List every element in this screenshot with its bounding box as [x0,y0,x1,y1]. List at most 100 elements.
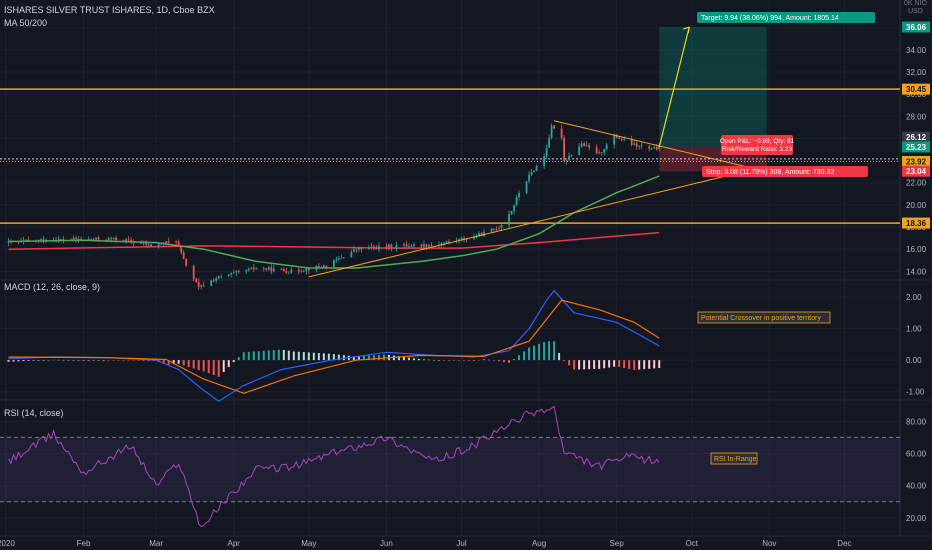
y-tick-label: 20.00 [906,514,927,523]
candle-body [393,247,395,249]
candle-body [125,239,128,242]
candle-body [568,155,571,160]
price-tag-box [902,165,930,177]
candle-body [378,245,380,250]
candle-body [285,271,288,273]
candle-body [252,267,255,270]
candle-body [360,247,363,250]
x-tick-label: Sep [610,539,625,548]
candle-body [600,152,603,154]
candle-body [97,237,100,240]
ma-indicator-label[interactable]: MA 50/200 [4,18,48,28]
candle-body [350,251,353,258]
candle-body [160,242,163,245]
macd-histogram-bar [633,360,636,370]
macd-histogram-bar [132,360,135,361]
macd-histogram-bar [618,360,621,367]
currency-label: 0K NIO USD [904,0,927,15]
x-tick-label: Jun [380,539,393,548]
candle-body [95,237,97,240]
macd-histogram-bar [483,358,486,361]
candle-body [620,139,623,140]
pnl-box [721,134,793,155]
macd-histogram-bar [488,359,491,361]
candle-body [37,239,40,241]
macd-histogram-bar [62,359,65,361]
candle-body [367,247,370,250]
candle-body [250,267,253,269]
macd-histogram-bar [548,341,551,361]
candle-body [500,224,503,229]
candle-body [112,237,115,240]
symbol-title[interactable]: ISHARES SILVER TRUST ISHARES, 1D, Cboe B… [4,5,215,15]
candle-body [62,239,65,241]
candle-body [428,245,430,247]
macd-histogram-bar [583,360,586,370]
candle-body [480,233,483,236]
candle-body [493,228,495,230]
macd-histogram-bar [177,360,180,364]
candle-body [658,145,661,150]
macd-histogram-bar [187,360,190,367]
candle-body [45,241,47,243]
macd-histogram-bar [272,350,275,361]
macd-histogram-bar [92,360,95,361]
rsi-label[interactable]: RSI (14, close) [4,408,64,418]
ma50-line [8,175,660,269]
candle-body [535,165,538,171]
candle-body [197,282,200,287]
candle-body [200,285,203,287]
y-tick-label: -1.00 [906,388,925,397]
candle-body [77,239,80,240]
macd-histogram-bar [57,359,60,361]
x-tick-label: Oct [686,539,699,548]
macd-histogram-bar [402,356,405,361]
candle-body [180,246,183,253]
candle-body [150,244,153,247]
macd-histogram-bar [503,360,506,363]
macd-histogram-bar [397,356,400,361]
macd-annotation: Potential Crossover in positive territor… [701,315,821,322]
candle-body [357,247,360,250]
candle-body [475,236,478,238]
candle-body [130,240,133,242]
candle-body [630,139,633,145]
candle-body [157,244,160,247]
x-tick-label: May [301,539,316,548]
rsi-pane[interactable]: RSI In-Range [0,405,900,528]
macd-histogram-bar [197,360,200,371]
macd-histogram-bar [653,360,656,369]
candle-body [72,237,75,240]
rsi-annotation-box [710,452,758,465]
candle-body [142,243,145,245]
candle-body [342,257,345,259]
candle-body [75,237,77,240]
candle-body [300,271,303,273]
x-tick-label: 2020 [0,539,15,548]
macd-pane[interactable]: Potential Crossover in positive territor… [7,289,831,402]
macd-histogram-bar [222,360,225,372]
macd-histogram-bar [442,360,445,361]
macd-histogram-bar [172,360,175,365]
x-tick-label: Dec [837,539,851,548]
macd-histogram-bar [32,360,35,361]
y-tick-label: 0.00 [906,356,922,365]
macd-histogram-bar [382,354,385,361]
candle-body [230,273,233,275]
candle-body [655,147,658,150]
price-pane[interactable]: Target: 9.94 (38.06%) 994, Amount: 1805.… [0,12,900,290]
candle-body [42,239,45,242]
candle-body [185,258,188,266]
candle-body [202,285,205,287]
candle-body [483,231,485,236]
macd-label[interactable]: MACD (12, 26, close, 9) [4,282,101,292]
candle-body [580,143,583,147]
candle-body [212,280,215,282]
price-tag: 36.06 [906,23,927,32]
macd-histogram-bar [437,360,440,361]
y-tick-label: 40.00 [906,482,927,491]
macd-histogram-bar [122,360,125,361]
macd-histogram-bar [117,360,120,361]
candle-body [237,271,240,272]
